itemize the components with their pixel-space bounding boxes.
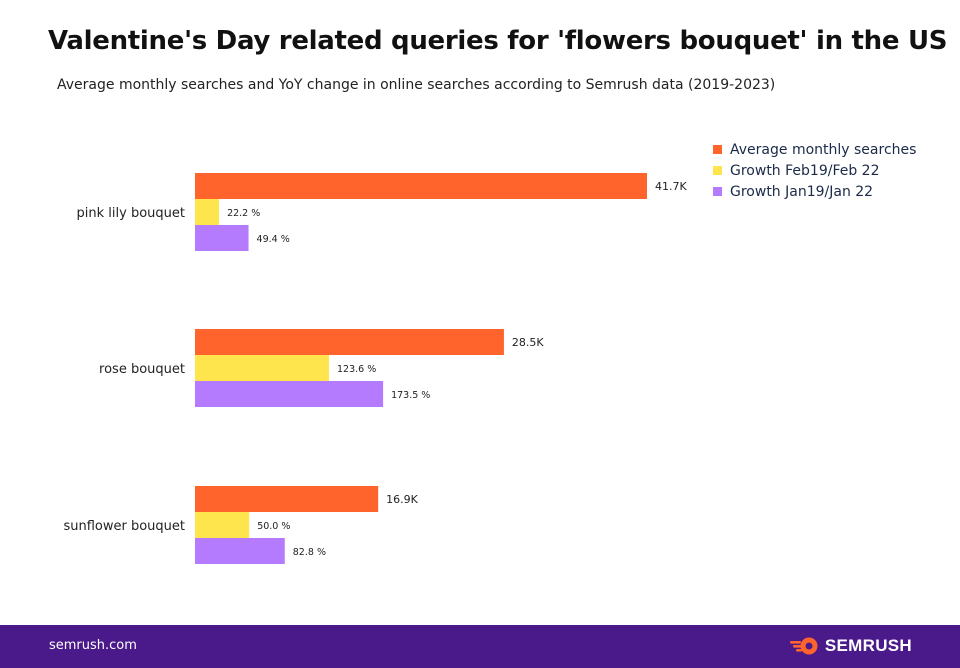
bar-searches [195,329,504,355]
bar-growth-feb [195,199,220,225]
bar-searches [195,486,379,512]
data-label-searches: 41.7K [655,180,687,193]
bar-growth-jan [195,538,285,564]
legend-swatch-growth-feb [713,166,722,175]
data-label-growth-feb: 22.2 % [227,208,260,219]
legend-label-growth-jan: Growth Jan19/Jan 22 [730,183,874,200]
legend-item-growth-jan: Growth Jan19/Jan 22 [713,181,916,202]
data-label-searches: 16.9K [386,493,418,506]
bar-growth-jan [195,225,249,251]
category-label: sunflower bouquet [63,519,185,534]
data-label-growth-feb: 123.6 % [337,364,376,375]
bar-growth-jan [195,381,384,407]
category-label: rose bouquet [99,362,185,377]
legend-label-searches: Average monthly searches [730,141,917,158]
legend-swatch-growth-jan [713,187,722,196]
bar-chart: pink lily bouquet 41.7K 22.2 % 49.4 % rose b… [63,173,687,564]
legend: Average monthly searches Growth Feb19/Fe… [713,139,916,202]
bar-searches [195,173,647,199]
legend-swatch-searches [713,145,722,154]
semrush-fireball-icon [789,637,818,655]
legend-item-growth-feb: Growth Feb19/Feb 22 [713,160,916,181]
legend-label-growth-feb: Growth Feb19/Feb 22 [730,162,880,179]
brand-name: SEMRUSH [824,636,912,655]
legend-item-searches: Average monthly searches [713,139,916,160]
footer-bar: semrush.com SEMRUSH [0,625,960,668]
semrush-logo: SEMRUSH [789,636,912,656]
data-label-growth-jan: 82.8 % [293,547,326,558]
chart-title: Valentine's Day related queries for 'flo… [48,26,948,56]
data-label-searches: 28.5K [512,336,544,349]
chart-subtitle: Average monthly searches and YoY change … [57,77,776,93]
bar-growth-feb [195,355,329,381]
category-label: pink lily bouquet [77,206,185,221]
data-label-growth-feb: 50.0 % [257,521,290,532]
data-label-growth-jan: 173.5 % [391,390,430,401]
bar-growth-feb [195,512,250,538]
data-label-growth-jan: 49.4 % [257,234,290,245]
footer-site-link[interactable]: semrush.com [49,638,137,653]
